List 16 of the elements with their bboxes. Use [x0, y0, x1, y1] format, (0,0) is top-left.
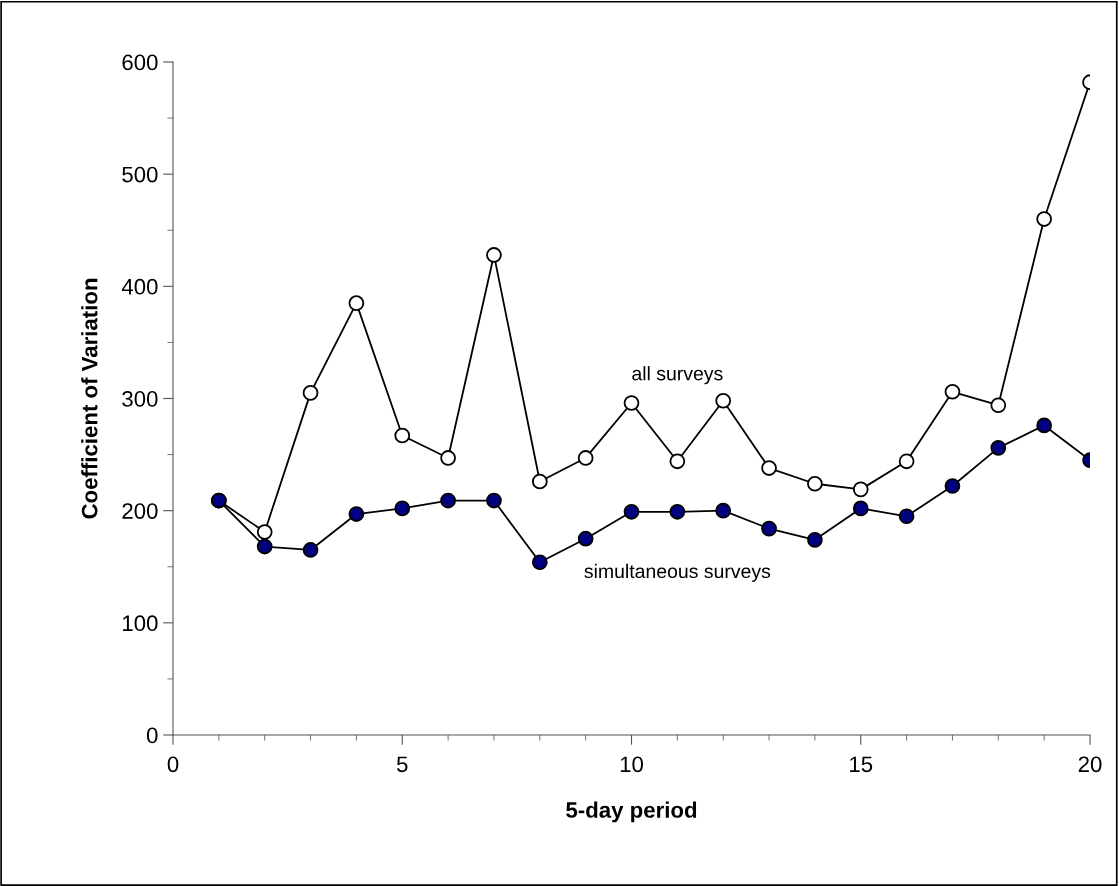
series-label: simultaneous surveys [584, 563, 771, 582]
x-tick-label: 10 [620, 756, 643, 773]
x-tick-label: 5 [396, 756, 408, 773]
x-axis-title: 5-day period [566, 801, 697, 823]
x-tick-label: 15 [850, 756, 873, 773]
y-tick-label: 100 [123, 615, 158, 632]
y-axis-title: Coefficient of Variation [81, 278, 98, 519]
y-tick-label: 600 [122, 54, 158, 71]
x-tick-label: 0 [167, 756, 179, 773]
series-label: all surveys [632, 366, 723, 385]
y-tick-label: 400 [121, 278, 158, 295]
y-tick-label: 200 [122, 503, 158, 519]
x-tick-label: 20 [1078, 756, 1102, 773]
y-tick-label: 500 [122, 166, 158, 183]
y-tick-label: 300 [122, 391, 158, 407]
y-tick-label: 0 [146, 727, 158, 744]
